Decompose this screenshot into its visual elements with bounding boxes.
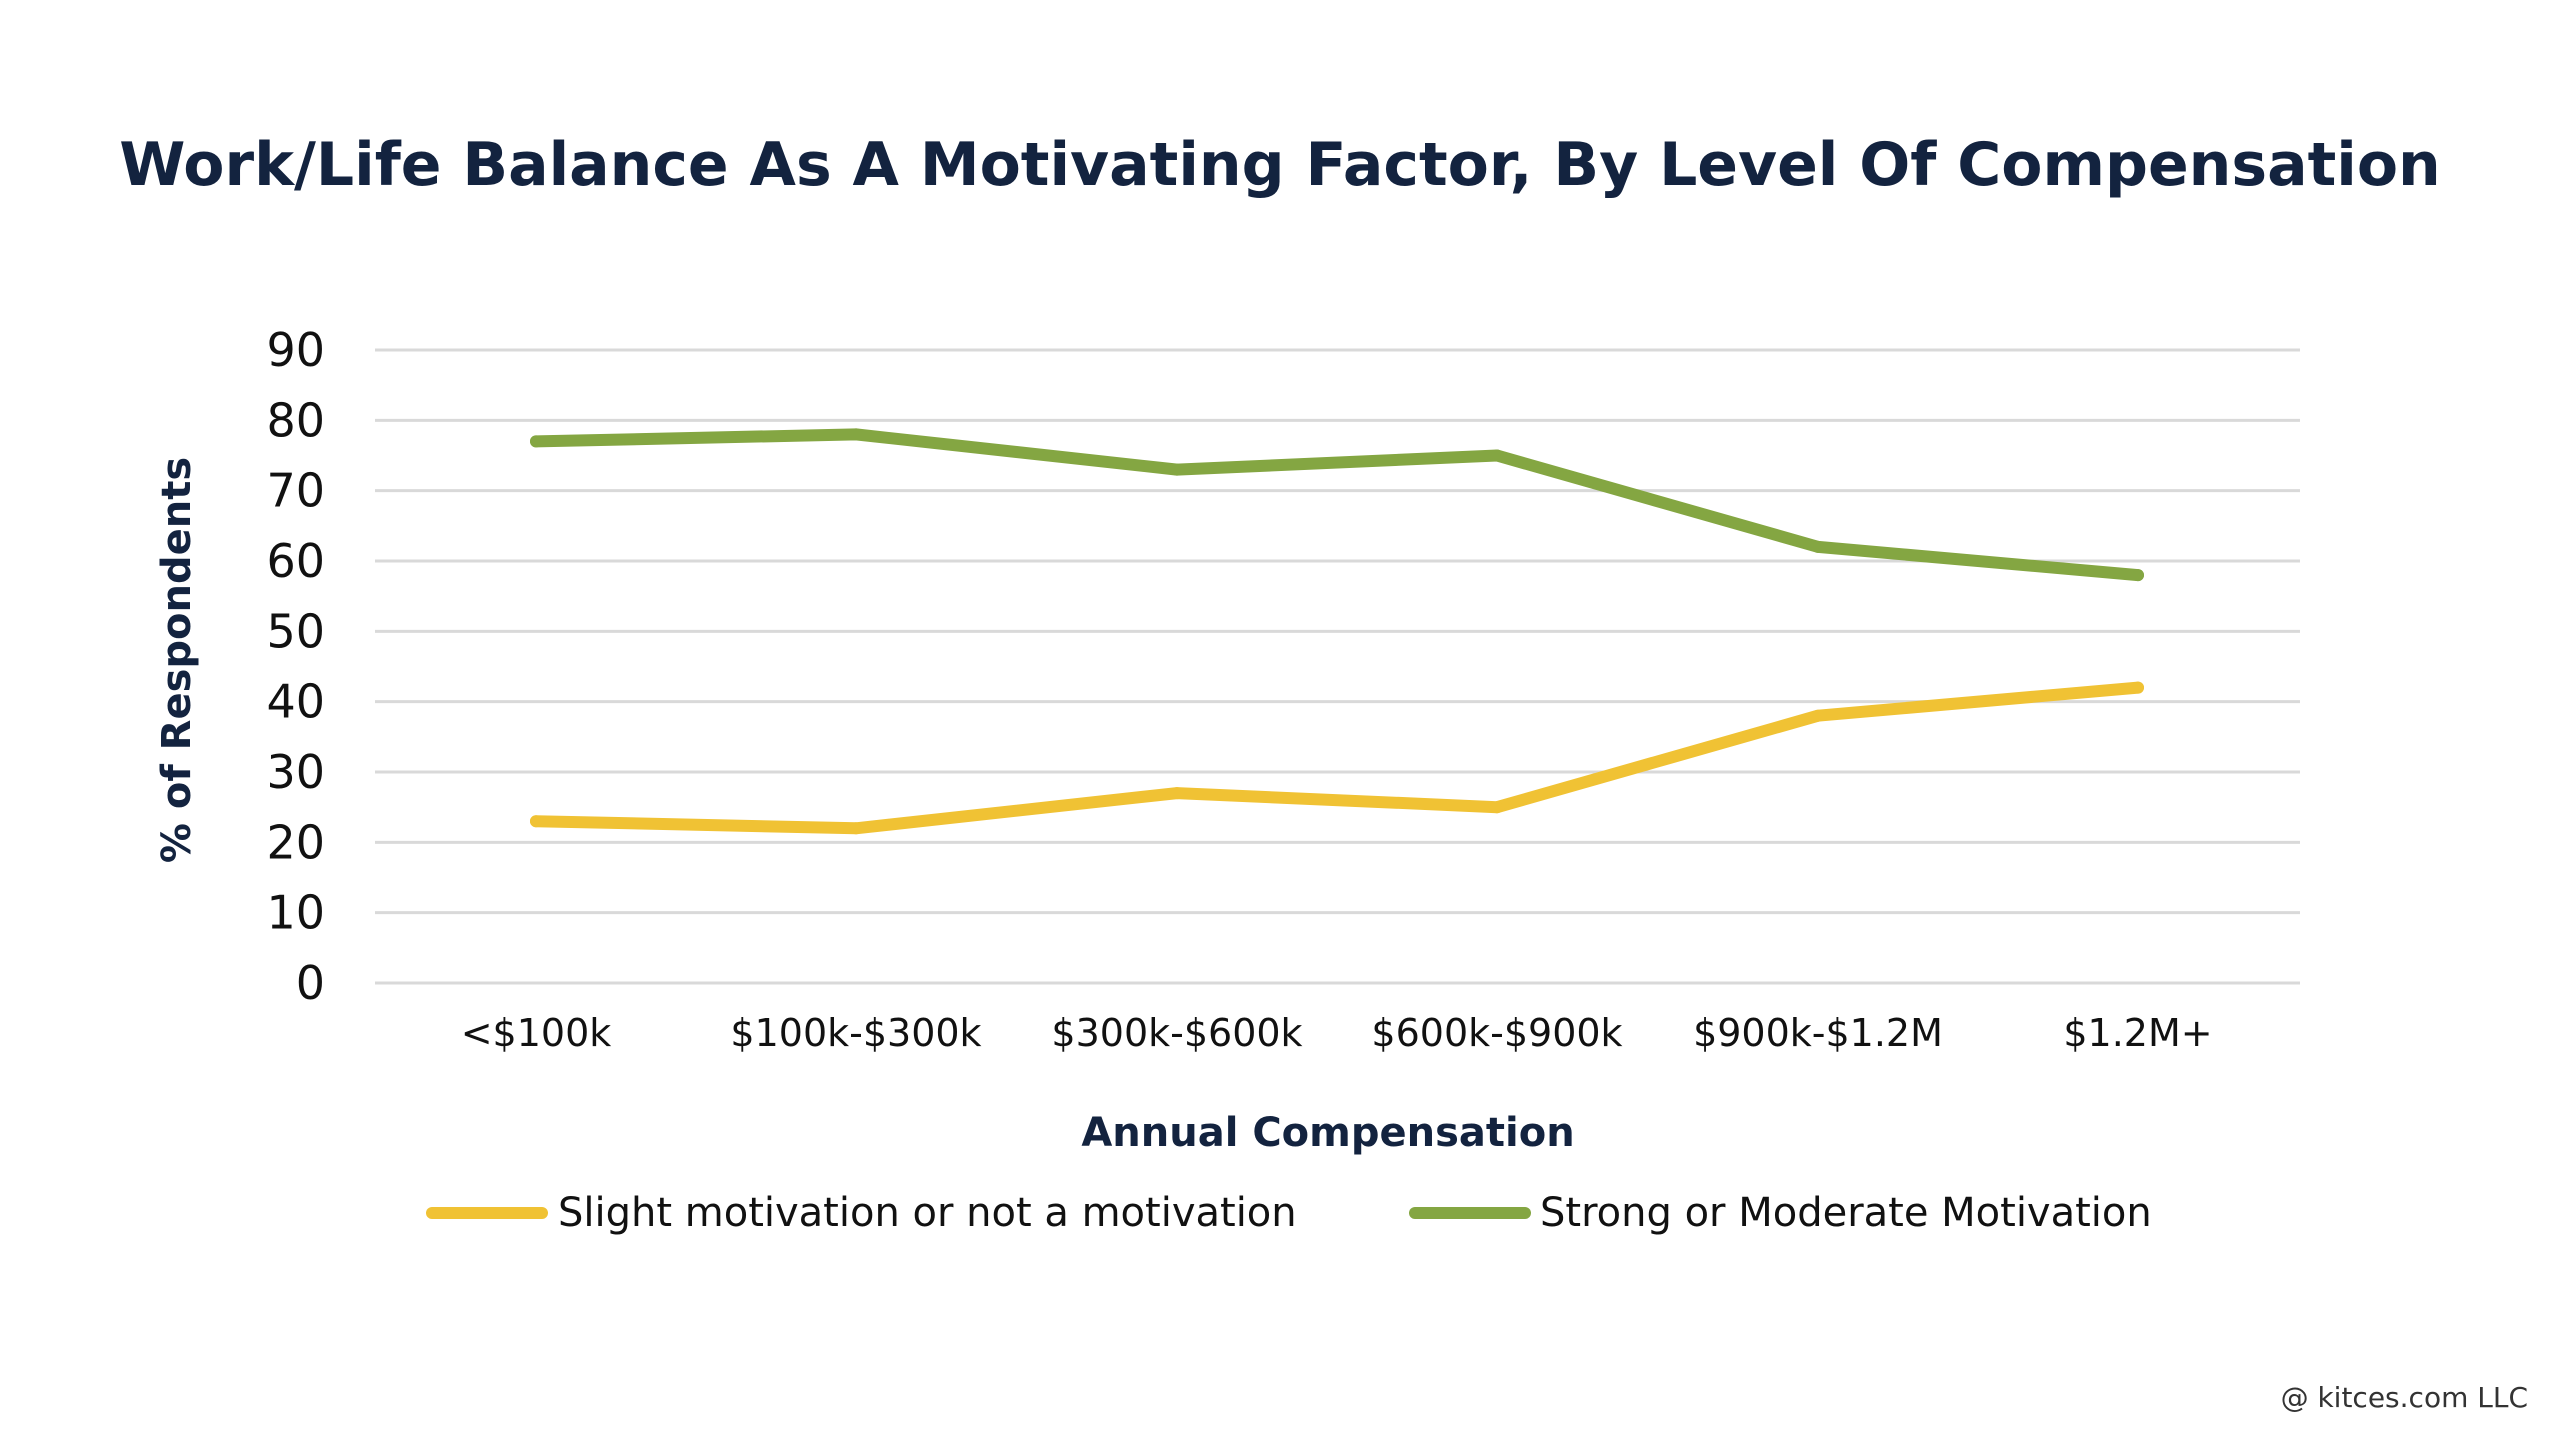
- x-tick-label: $900k-$1.2M: [1693, 1011, 1943, 1055]
- y-axis-title: % of Respondents: [154, 457, 200, 863]
- legend: Slight motivation or not a motivation Str…: [426, 1190, 2152, 1236]
- y-tick-label: 80: [266, 393, 325, 447]
- data-point: [1491, 449, 1503, 462]
- data-point: [850, 822, 862, 835]
- data-point: [530, 815, 542, 828]
- data-point: [1812, 709, 1824, 722]
- legend-label: Slight motivation or not a motivation: [558, 1190, 1297, 1236]
- data-point: [1171, 787, 1183, 800]
- copyright-text: @ kitces.com LLC: [2280, 1381, 2528, 1414]
- data-point: [1491, 801, 1503, 814]
- legend-label: Strong or Moderate Motivation: [1540, 1190, 2152, 1236]
- y-tick-label: 20: [266, 815, 325, 869]
- series-lines: [530, 428, 2144, 835]
- x-tick-label: $1.2M+: [2063, 1011, 2212, 1055]
- data-point: [2132, 569, 2144, 582]
- y-axis-tick-labels: 0 10 20 30 40 50 60 70 80 90: [266, 323, 325, 1010]
- data-point: [530, 435, 542, 448]
- y-tick-label: 50: [266, 604, 325, 658]
- y-tick-label: 90: [266, 323, 325, 377]
- y-tick-label: 70: [266, 464, 325, 518]
- y-tick-label: 0: [296, 956, 325, 1010]
- y-tick-label: 60: [266, 534, 325, 588]
- series-line-strong-moderate-motivation: [530, 428, 2144, 582]
- data-point: [2132, 681, 2144, 694]
- data-point: [1171, 463, 1183, 476]
- x-tick-label: $100k-$300k: [730, 1011, 981, 1055]
- series-line-slight-motivation: [530, 681, 2144, 835]
- x-axis-title: Annual Compensation: [1081, 1110, 1574, 1156]
- y-tick-label: 30: [266, 745, 325, 799]
- x-tick-label: $600k-$900k: [1371, 1011, 1622, 1055]
- x-tick-label: $300k-$600k: [1051, 1011, 1302, 1055]
- chart-title: Work/Life Balance As A Motivating Factor…: [119, 130, 2441, 200]
- data-point: [850, 428, 862, 441]
- x-axis-tick-labels: <$100k $100k-$300k $300k-$600k $600k-$900k $…: [461, 1011, 2213, 1055]
- y-tick-label: 40: [266, 675, 325, 729]
- gridlines: [375, 348, 2300, 985]
- y-tick-label: 10: [266, 886, 325, 940]
- x-tick-label: <$100k: [461, 1011, 612, 1055]
- data-point: [1812, 540, 1824, 553]
